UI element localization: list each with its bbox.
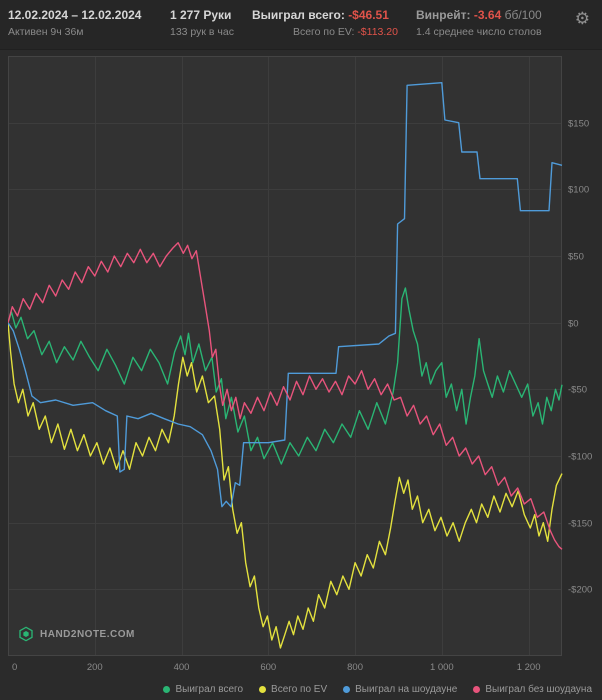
svg-text:1 200: 1 200 [517, 662, 541, 673]
legend-dot-icon [163, 685, 171, 693]
legend-dot-icon [473, 685, 481, 693]
tables-avg: 1.4 среднее число столов [416, 26, 542, 38]
winrate-unit: бб/100 [504, 8, 542, 22]
hands-section: 1 277 Руки 133 рук в час [170, 8, 252, 38]
hand2note-logo-icon [19, 626, 33, 642]
legend-item[interactable]: Выиграл всего [163, 684, 243, 695]
winnings-chart[interactable]: $150 $100 $50 $0 -$50 -$100 -$150 -$200 0 200 400 6… [7, 56, 594, 678]
ev-label: Всего по EV: [292, 26, 355, 38]
legend-dot-icon [343, 685, 351, 693]
hand2note-logo-text: HAND2NOTE.COM [40, 628, 135, 640]
winrate-value: -3.64 [473, 8, 502, 22]
active-time: Активен 9ч 36м [8, 26, 84, 38]
legend-item[interactable]: Выиграл без шоудауна [473, 684, 592, 695]
svg-text:-$100: -$100 [568, 452, 592, 463]
svg-text:600: 600 [260, 662, 276, 673]
winnings-section: Выиграл всего: -$46.51 Всего по EV: -$11… [252, 8, 402, 38]
won-total-value: -$46.51 [348, 8, 389, 22]
won-total-label: Выиграл всего: [252, 8, 345, 22]
chart-legend: Выиграл всего Всего по EV Выиграл на шоуда… [0, 678, 602, 700]
svg-text:800: 800 [347, 662, 363, 673]
stats-header: 12.02.2024 – 12.02.2024 Активен 9ч 36м 1… [0, 0, 602, 50]
date-range: 12.02.2024 – 12.02.2024 [8, 8, 142, 22]
hands-count: 1 277 Руки [170, 8, 232, 22]
legend-item[interactable]: Выиграл на шоудауне [343, 684, 457, 695]
svg-text:400: 400 [174, 662, 190, 673]
gear-icon[interactable]: ⚙ [574, 9, 590, 28]
svg-text:-$50: -$50 [568, 385, 587, 396]
legend-dot-icon [259, 685, 267, 693]
hand2note-logo: HAND2NOTE.COM [18, 626, 135, 642]
svg-text:-$150: -$150 [568, 519, 592, 530]
svg-text:$50: $50 [568, 252, 584, 263]
svg-text:0: 0 [12, 662, 17, 673]
date-section: 12.02.2024 – 12.02.2024 Активен 9ч 36м [8, 8, 170, 38]
ev-value: -$113.20 [357, 26, 398, 38]
winrate-section: Винрейт: -3.64 бб/100 1.4 среднее число … [416, 8, 542, 38]
svg-text:1 000: 1 000 [430, 662, 454, 673]
chart-area: $150 $100 $50 $0 -$50 -$100 -$150 -$200 0 200 400 6… [7, 56, 594, 678]
svg-text:200: 200 [87, 662, 103, 673]
winrate-label: Винрейт: [416, 8, 471, 22]
svg-text:$100: $100 [568, 185, 589, 196]
svg-text:-$200: -$200 [568, 585, 592, 596]
svg-text:$150: $150 [568, 119, 589, 130]
legend-item[interactable]: Всего по EV [259, 684, 327, 695]
svg-text:$0: $0 [568, 319, 579, 330]
hands-per-hour: 133 рук в час [170, 26, 234, 38]
